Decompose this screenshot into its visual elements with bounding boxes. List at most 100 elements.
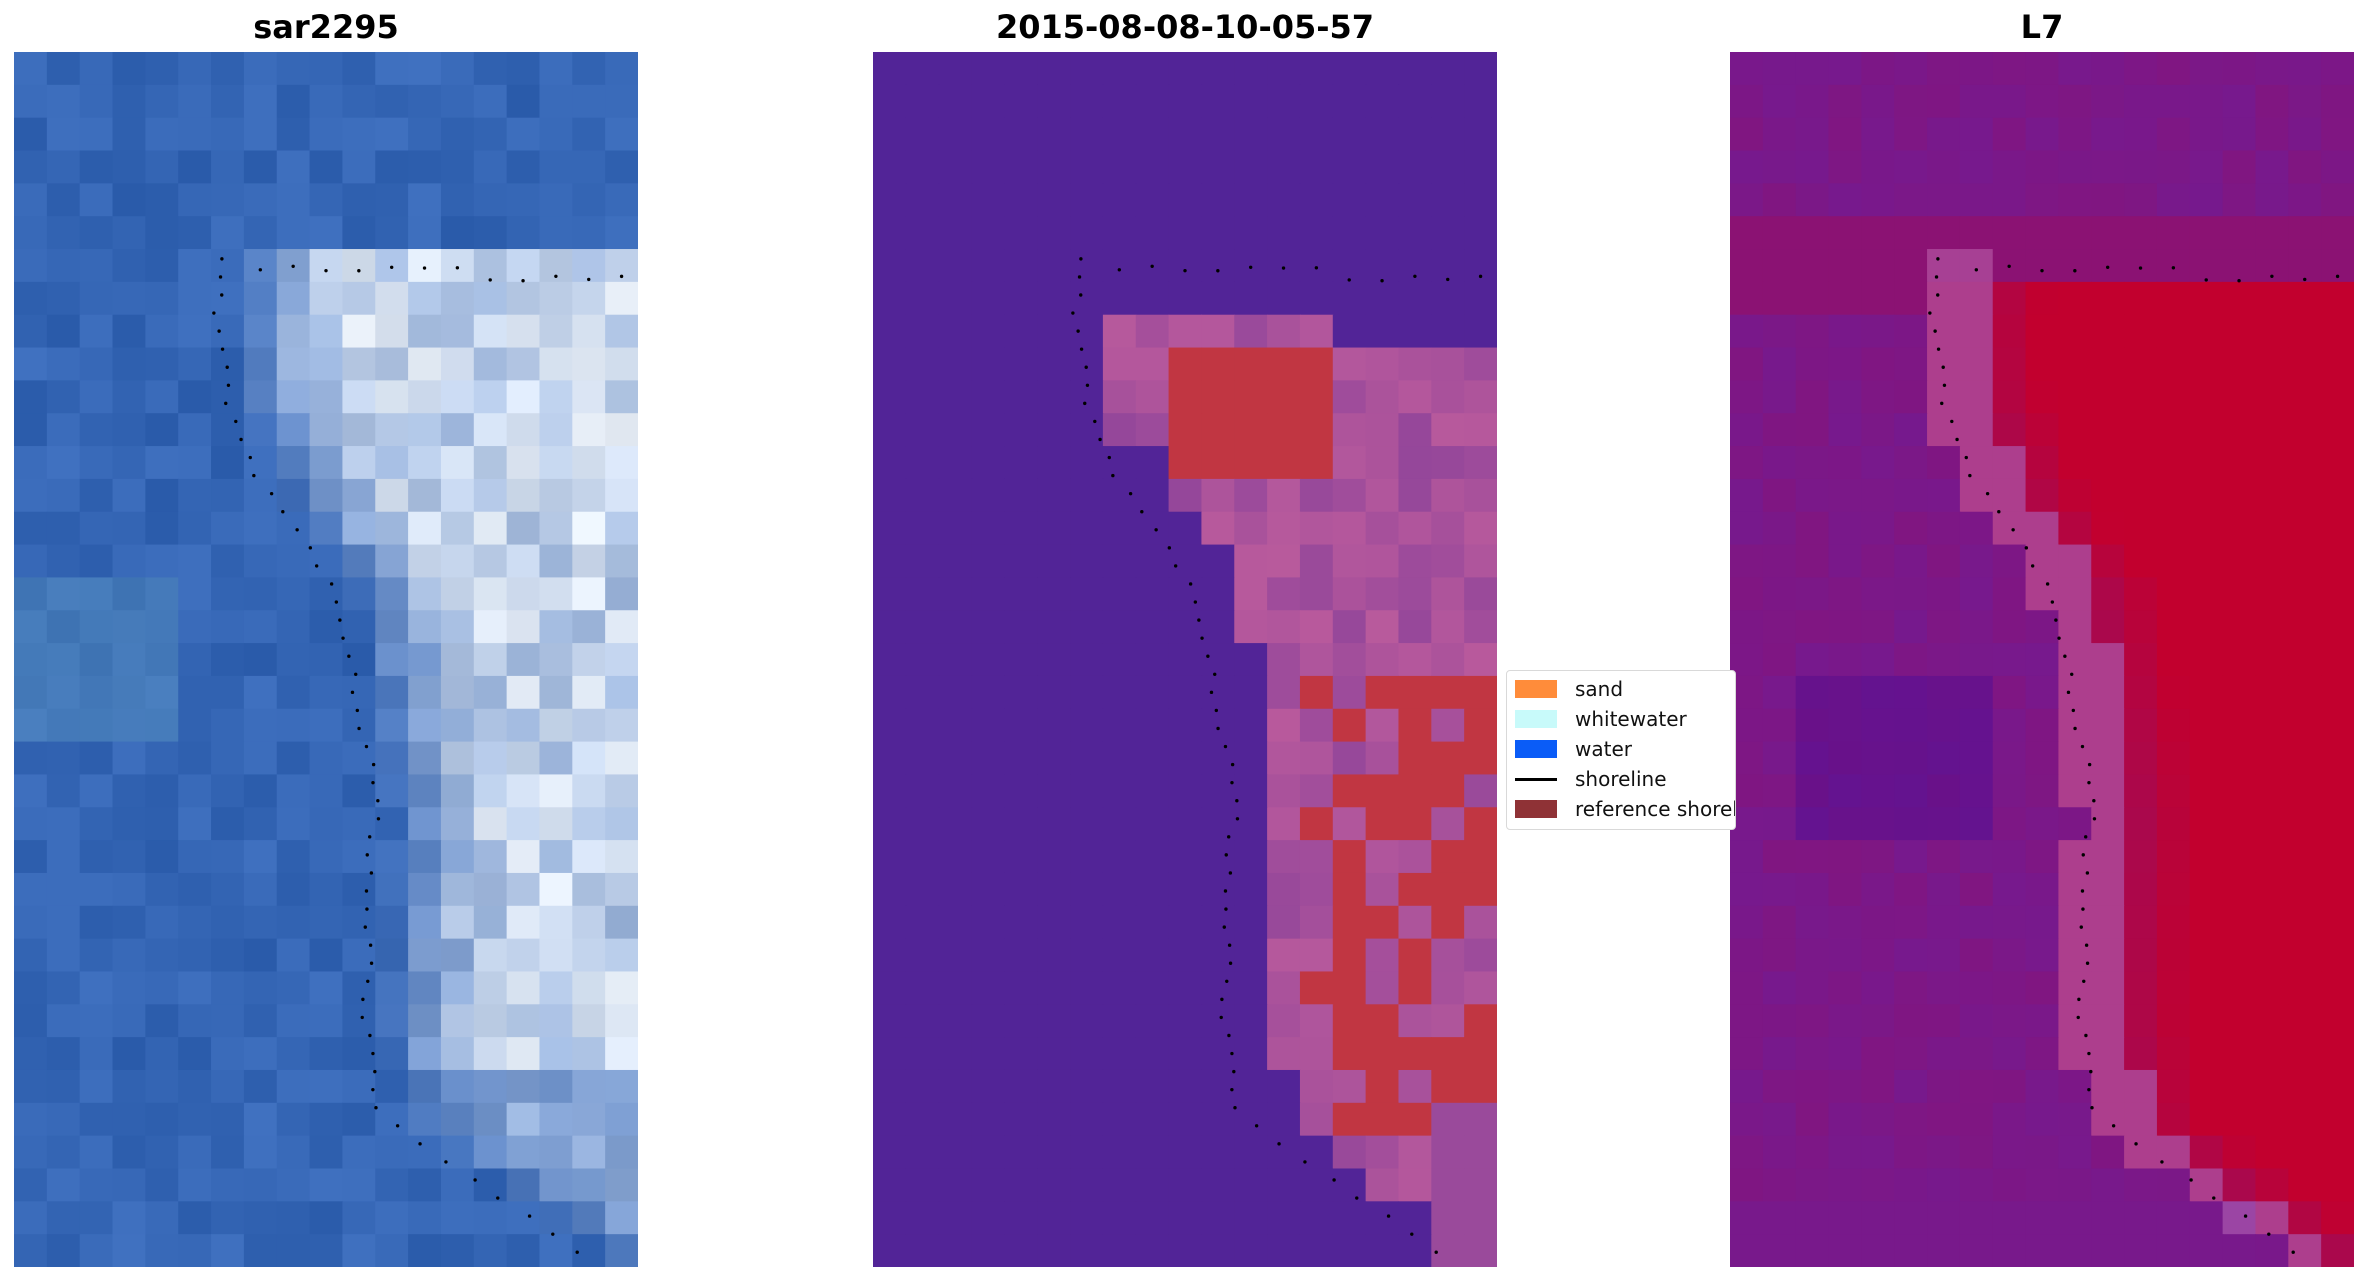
index-pixel xyxy=(1992,807,2027,841)
rgb-pixel xyxy=(145,1234,179,1267)
index-pixel xyxy=(2255,511,2289,546)
class-pixel xyxy=(1464,150,1497,184)
index-pixel xyxy=(2058,610,2092,644)
class-pixel xyxy=(1431,905,1465,940)
class-pixel xyxy=(1267,478,1301,513)
shoreline-point xyxy=(373,1069,377,1074)
class-pixel xyxy=(1135,511,1170,546)
rgb-pixel xyxy=(375,1201,409,1235)
index-pixel xyxy=(1894,774,1928,808)
class-pixel xyxy=(938,577,973,611)
class-pixel xyxy=(1070,281,1104,316)
class-pixel xyxy=(938,511,973,546)
class-pixel xyxy=(1037,1004,1071,1038)
index-pixel xyxy=(1828,872,1862,907)
index-pixel xyxy=(2255,905,2289,940)
class-pixel xyxy=(1135,643,1170,677)
rgb-pixel xyxy=(211,741,245,776)
class-pixel xyxy=(905,511,940,546)
class-pixel xyxy=(1102,1168,1137,1202)
class-pixel xyxy=(1234,84,1268,119)
index-pixel xyxy=(2255,544,2289,579)
rgb-pixel xyxy=(276,675,311,710)
rgb-pixel xyxy=(145,774,179,808)
class-pixel xyxy=(1102,413,1137,447)
class-pixel xyxy=(1299,610,1334,644)
class-pixel xyxy=(1135,183,1170,217)
rgb-pixel xyxy=(572,1069,606,1104)
index-pixel xyxy=(1795,774,1830,808)
index-pixel xyxy=(1894,84,1928,119)
index-pixel xyxy=(1730,446,1764,480)
index-pixel xyxy=(2321,643,2354,677)
class-pixel xyxy=(1398,544,1432,579)
rgb-pixel xyxy=(145,840,179,874)
class-pixel xyxy=(1234,413,1268,447)
class-pixel xyxy=(1431,1234,1465,1267)
class-pixel xyxy=(1365,52,1400,86)
shoreline-point xyxy=(1281,266,1286,270)
index-pixel xyxy=(1795,741,1830,776)
panel-title-index: L7 xyxy=(2020,8,2064,46)
rgb-pixel xyxy=(46,544,81,579)
index-pixel xyxy=(1959,610,1994,644)
index-pixel xyxy=(2058,413,2092,447)
shoreline-point xyxy=(364,889,369,893)
rgb-pixel xyxy=(276,1069,311,1104)
rgb-pixel xyxy=(14,446,48,480)
rgb-pixel xyxy=(605,610,638,644)
rgb-pixel xyxy=(440,216,475,250)
class-pixel xyxy=(971,938,1005,973)
index-pixel xyxy=(1861,380,1895,414)
class-pixel xyxy=(1398,511,1432,546)
shoreline-point xyxy=(2291,1250,2295,1254)
class-pixel xyxy=(873,1004,907,1038)
class-pixel xyxy=(1234,1135,1268,1170)
index-pixel xyxy=(2288,52,2322,86)
index-pixel xyxy=(2058,446,2092,480)
rgb-pixel xyxy=(605,708,638,743)
index-pixel xyxy=(2156,1102,2191,1137)
index-pixel xyxy=(1959,413,1994,447)
index-pixel xyxy=(1762,971,1797,1005)
class-pixel xyxy=(1398,380,1432,414)
index-pixel xyxy=(2091,150,2125,184)
index-pixel xyxy=(2025,708,2060,743)
index-pixel xyxy=(1730,216,1764,250)
index-pixel xyxy=(1762,643,1797,677)
index-pixel xyxy=(1959,1037,1994,1071)
rgb-pixel xyxy=(243,971,278,1005)
rgb-pixel xyxy=(79,347,114,381)
class-pixel xyxy=(971,117,1005,152)
index-pixel xyxy=(2124,249,2158,283)
index-pixel xyxy=(2156,117,2191,152)
shoreline-point xyxy=(554,274,558,278)
rgb-pixel xyxy=(342,117,376,152)
class-pixel xyxy=(1464,52,1497,86)
index-pixel xyxy=(2058,774,2092,808)
index-pixel xyxy=(2091,708,2125,743)
index-pixel xyxy=(2091,1004,2125,1038)
rgb-pixel xyxy=(79,117,114,152)
shoreline-point xyxy=(1228,871,1233,875)
index-pixel xyxy=(1927,314,1961,349)
rgb-pixel xyxy=(408,807,442,841)
class-pixel xyxy=(1431,249,1465,283)
index-pixel xyxy=(2156,84,2191,119)
class-pixel xyxy=(1135,872,1170,907)
rgb-pixel xyxy=(440,840,475,874)
index-pixel xyxy=(2255,216,2289,250)
index-pixel xyxy=(2222,1135,2257,1170)
index-pixel xyxy=(2058,1168,2092,1202)
class-pixel xyxy=(1464,117,1497,152)
index-pixel xyxy=(2222,675,2257,710)
index-pixel xyxy=(2156,380,2191,414)
class-pixel xyxy=(1070,577,1104,611)
index-pixel xyxy=(2222,281,2257,316)
rgb-pixel xyxy=(145,1168,179,1202)
shoreline-point xyxy=(355,708,360,713)
index-pixel xyxy=(1730,872,1764,907)
index-pixel xyxy=(2156,905,2191,940)
rgb-pixel xyxy=(46,1201,81,1235)
class-pixel xyxy=(1431,1004,1465,1038)
